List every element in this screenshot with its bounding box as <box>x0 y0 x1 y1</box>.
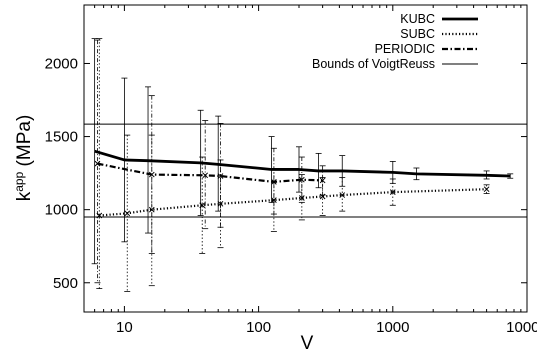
marker-subc <box>148 206 155 213</box>
legend-label-bounds: Bounds of VoigtReuss <box>312 57 435 71</box>
x-axis-ticks: 10 100 1000 10000 <box>83 5 537 336</box>
marker-periodic <box>217 173 224 179</box>
marker-subc <box>217 200 224 207</box>
error-bars <box>91 38 514 292</box>
marker-subc <box>319 193 326 200</box>
y-tick-label: 2000 <box>45 55 78 72</box>
marker-subc <box>389 189 396 195</box>
marker-periodic <box>148 171 155 178</box>
x-axis-label: V <box>301 333 314 354</box>
series-line-periodic <box>97 162 323 183</box>
marker-periodic <box>202 172 209 179</box>
y-axis-label-unit: (MPa) <box>14 115 35 172</box>
y-tick-label: 1000 <box>45 202 78 219</box>
plot-frame <box>83 4 528 313</box>
marker-periodic <box>94 160 101 167</box>
x-tick-label: 10000 <box>506 319 537 336</box>
x-tick-label: 1000 <box>376 319 409 336</box>
y-tick-label: 1500 <box>45 129 78 146</box>
series-line-subc <box>99 188 487 217</box>
marker-subc <box>271 197 277 204</box>
y-axis-label-base: k <box>14 191 35 201</box>
marker-periodic <box>271 179 277 185</box>
marker-subc <box>298 195 305 201</box>
legend-label-periodic: PERIODIC <box>375 42 435 56</box>
marker-subc <box>96 212 103 219</box>
y-axis-label-sup: app <box>12 171 26 191</box>
legend-label-subc: SUBC <box>400 27 435 41</box>
y-axis-label: kapp (MPa) <box>12 115 35 202</box>
y-axis-ticks: 500 1000 1500 2000 <box>45 55 527 292</box>
marker-subc <box>339 192 346 198</box>
bounds-lines <box>84 123 527 218</box>
series-markers <box>94 160 490 219</box>
legend-label-kubc: KUBC <box>400 12 435 26</box>
series-line-kubc <box>94 149 511 178</box>
series-lines <box>94 149 511 217</box>
x-tick-label: 100 <box>246 319 271 336</box>
legend: KUBC SUBC PERIODIC Bounds of VoigtReuss <box>312 12 478 71</box>
marker-periodic <box>319 177 326 184</box>
marker-subc <box>483 186 490 193</box>
x-tick-label: 10 <box>116 319 133 336</box>
y-tick-label: 500 <box>53 275 78 292</box>
marker-subc <box>199 202 206 209</box>
marker-periodic <box>298 176 305 183</box>
marker-subc <box>124 210 131 217</box>
